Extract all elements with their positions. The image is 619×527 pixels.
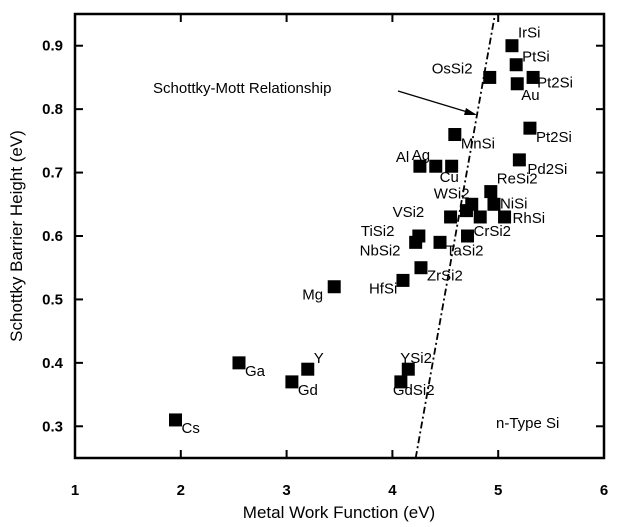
x-tick-label: 6	[600, 482, 608, 499]
point-label: TiSi2	[361, 223, 395, 240]
point-label: NbSi2	[360, 242, 401, 259]
data-point	[512, 153, 526, 167]
x-tick-label: 2	[177, 482, 185, 499]
data-point	[473, 210, 487, 224]
data-point	[414, 261, 428, 275]
data-point	[444, 210, 458, 224]
point-label: RhSi	[513, 210, 546, 227]
point-label: Al	[396, 149, 409, 166]
point-label: VSi2	[393, 204, 425, 221]
annotation-arrow	[397, 90, 475, 115]
data-point	[413, 159, 427, 173]
point-label: Gd	[298, 382, 318, 399]
point-label: Pt2Si	[537, 74, 573, 91]
data-point	[526, 70, 540, 84]
data-point	[232, 356, 246, 370]
data-point	[448, 128, 462, 142]
point-label: Ga	[245, 363, 266, 380]
data-point	[459, 204, 473, 218]
data-point	[301, 362, 315, 376]
point-label: Ag	[412, 147, 430, 164]
y-axis-title: Schottky Barrier Height (eV)	[7, 130, 26, 342]
annotation-arrowhead	[464, 108, 477, 115]
point-label: Y	[314, 350, 324, 367]
point-label: Mg	[302, 287, 323, 304]
x-tick-label: 3	[282, 482, 290, 499]
point-label: Cu	[440, 169, 459, 186]
region-label: n-Type Si	[496, 415, 559, 432]
point-label: IrSi	[518, 25, 541, 42]
data-point	[510, 77, 524, 91]
data-point	[461, 229, 475, 243]
data-point	[401, 362, 415, 376]
point-label: ZrSi2	[427, 268, 463, 285]
data-point	[394, 375, 408, 389]
point-label: Pd2Si	[527, 161, 567, 178]
point-label: YSi2	[400, 350, 432, 367]
point-label: GdSi2	[393, 382, 435, 399]
y-tick-label: 0.8	[42, 101, 63, 118]
point-label: Au	[521, 87, 539, 104]
point-label: CrSi2	[474, 223, 512, 240]
point-label: Cs	[182, 420, 200, 437]
data-point	[498, 210, 512, 224]
y-tick-label: 0.6	[42, 228, 63, 245]
point-label: OsSi2	[432, 60, 473, 77]
data-point	[487, 197, 501, 211]
point-label: WSi2	[434, 185, 470, 202]
data-point	[505, 39, 519, 53]
point-label: MnSi	[461, 136, 495, 153]
data-point	[396, 273, 410, 287]
schottky-mott-line	[414, 13, 496, 459]
data-point	[429, 159, 443, 173]
point-label: Pt2Si	[536, 129, 572, 146]
data-point	[433, 235, 447, 249]
point-label: HfSi	[369, 280, 397, 297]
data-point	[412, 229, 426, 243]
y-tick-label: 0.3	[42, 418, 63, 435]
point-label: NiSi	[500, 195, 528, 212]
x-tick-label: 4	[388, 482, 397, 499]
data-point	[523, 121, 537, 135]
data-point	[445, 159, 459, 173]
y-tick-label: 0.7	[42, 165, 63, 182]
y-tick-label: 0.4	[42, 355, 64, 372]
x-axis-title: Metal Work Function (eV)	[243, 503, 435, 522]
data-point	[285, 375, 299, 389]
annotation-label: Schottky-Mott Relationship	[153, 80, 331, 97]
data-point	[483, 70, 497, 84]
x-tick-label: 5	[494, 482, 502, 499]
point-label: TaSi2	[446, 242, 484, 259]
data-point	[509, 58, 523, 72]
point-label: PtSi	[522, 49, 550, 66]
x-tick-label: 1	[71, 482, 79, 499]
data-point	[169, 413, 183, 427]
data-point	[484, 185, 498, 199]
data-point	[327, 280, 341, 294]
y-tick-label: 0.5	[42, 291, 63, 308]
y-tick-label: 0.9	[42, 38, 63, 55]
point-label: ReSi2	[497, 171, 538, 188]
